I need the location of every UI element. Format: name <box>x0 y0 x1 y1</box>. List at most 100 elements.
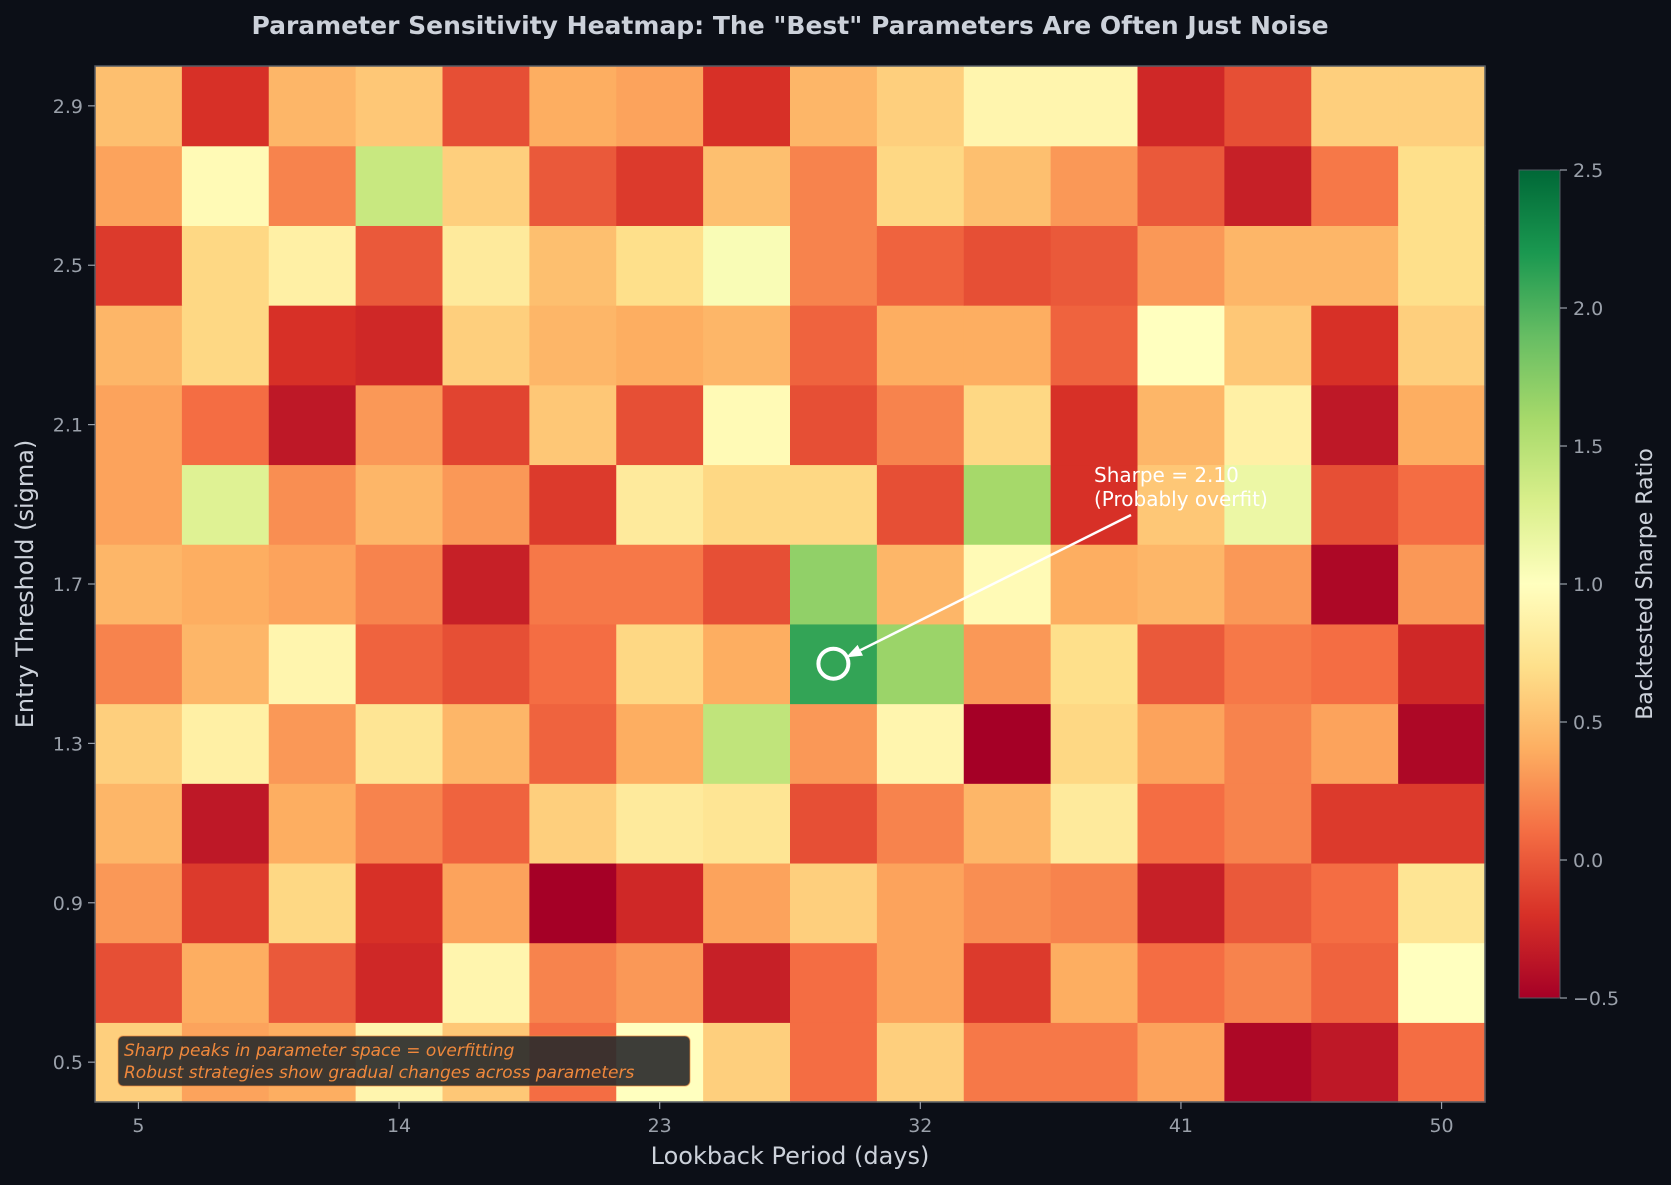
y-tick-label: 1.7 <box>53 574 83 596</box>
heatmap-cell <box>1050 225 1139 306</box>
heatmap-cell <box>790 464 878 545</box>
colorbar-tick-label: 0.0 <box>1573 850 1603 872</box>
y-axis-ticks: 0.5 0.9 1.3 1.7 2.1 2.5 2.9 <box>53 96 95 1074</box>
heatmap-cell <box>790 703 878 784</box>
heatmap-cell <box>876 464 965 545</box>
colorbar-ticks: −0.5 0.0 0.5 1.0 1.5 2.0 2.5 <box>1560 160 1619 1010</box>
heatmap-cell <box>790 225 878 306</box>
heatmap-cell <box>442 66 530 147</box>
colorbar-tick-label: −0.5 <box>1573 988 1619 1010</box>
heatmap-cell <box>181 783 270 864</box>
heatmap-cell <box>355 942 444 1023</box>
heatmap-cell <box>1137 1022 1225 1103</box>
heatmap-cell <box>876 862 965 944</box>
heatmap-cell <box>703 145 791 226</box>
heatmap-cell <box>963 384 1052 466</box>
highlight-circle <box>816 646 851 681</box>
y-tick-label: 0.5 <box>53 1052 83 1074</box>
heatmap-cell <box>442 145 530 226</box>
heatmap-cell <box>876 942 965 1023</box>
heatmap-cell <box>181 66 270 147</box>
heatmap-cell <box>181 942 270 1023</box>
heatmap-cell <box>790 942 878 1023</box>
heatmap-cell <box>616 942 704 1023</box>
heatmap-cell <box>790 66 878 147</box>
heatmap-cell <box>876 623 965 705</box>
heatmap-cell <box>1311 225 1399 306</box>
heatmap-cell <box>268 384 357 466</box>
heatmap-cell <box>95 862 183 944</box>
x-tick-label: 41 <box>1169 1115 1193 1137</box>
heatmap-cell <box>1398 145 1486 226</box>
heatmap-cell <box>442 464 530 545</box>
heatmap-cell <box>1224 145 1312 226</box>
heatmap-cell <box>529 464 617 545</box>
heatmap-cell <box>1137 703 1225 784</box>
heatmap-cell <box>529 145 617 226</box>
heatmap-cell <box>1224 384 1312 466</box>
heatmap-cell <box>1311 623 1399 705</box>
heatmap-cell <box>529 305 617 386</box>
y-axis-label: Entry Threshold (sigma) <box>11 440 39 729</box>
heatmap-cell <box>529 544 617 625</box>
y-tick-label: 1.3 <box>53 733 83 755</box>
heatmap-cell <box>529 703 617 784</box>
heatmap-cell <box>1311 305 1399 386</box>
heatmap-cell <box>355 305 444 386</box>
heatmap-cell <box>95 783 183 864</box>
heatmap-cell <box>703 703 791 784</box>
heatmap-cell <box>95 942 183 1023</box>
heatmap-cell <box>703 623 791 705</box>
heatmap-cell <box>1137 384 1225 466</box>
heatmap-cell <box>1311 464 1399 545</box>
heatmap-cell <box>181 623 270 705</box>
heatmap-cell <box>1311 384 1399 466</box>
heatmap-cell <box>181 305 270 386</box>
heatmap-cell <box>1224 783 1312 864</box>
heatmap-cell <box>1137 66 1225 147</box>
colorbar-label: Backtested Sharpe Ratio <box>1633 448 1658 720</box>
heatmap-cell <box>876 544 965 625</box>
heatmap-cell <box>876 384 965 466</box>
heatmap-cell <box>268 862 357 944</box>
heatmap-cell <box>1311 66 1399 147</box>
heatmap-cell <box>442 384 530 466</box>
heatmap-cell <box>963 305 1052 386</box>
heatmap-cell <box>1398 384 1486 466</box>
heatmap-cell <box>1137 305 1225 386</box>
x-tick-label: 23 <box>648 1115 672 1137</box>
heatmap-cell <box>1224 225 1312 306</box>
heatmap-cell <box>355 783 444 864</box>
heatmap-cell <box>790 862 878 944</box>
heatmap-cell <box>95 703 183 784</box>
heatmap-cell <box>181 225 270 306</box>
heatmap-cell <box>442 544 530 625</box>
note-box: Sharp peaks in parameter space = overfit… <box>117 1035 691 1087</box>
heatmap-cell <box>616 703 704 784</box>
heatmap-cell <box>1050 464 1139 545</box>
heatmap-cell <box>1398 783 1486 864</box>
heatmap-cell <box>963 623 1052 705</box>
heatmap-cell <box>703 783 791 864</box>
heatmap-cell <box>1398 862 1486 944</box>
heatmap-cell <box>1137 862 1225 944</box>
heatmap-cell <box>1398 942 1486 1023</box>
heatmap-cell <box>1224 464 1312 545</box>
heatmap-cell <box>95 225 183 306</box>
heatmap-cell <box>442 623 530 705</box>
colorbar-tick-label: 0.5 <box>1573 712 1603 734</box>
heatmap-cell <box>355 703 444 784</box>
heatmap-cell <box>1050 1022 1139 1103</box>
heatmap-cell <box>181 464 270 545</box>
heatmap-cell <box>442 783 530 864</box>
heatmap-cell <box>1398 225 1486 306</box>
x-axis-label: Lookback Period (days) <box>651 1142 930 1170</box>
heatmap-cell <box>1137 145 1225 226</box>
note-line-1: Sharp peaks in parameter space = overfit… <box>124 1041 515 1061</box>
heatmap-cell <box>616 464 704 545</box>
heatmap-cell <box>616 225 704 306</box>
heatmap-cell <box>355 862 444 944</box>
heatmap-cell <box>1050 145 1139 226</box>
heatmap-cell <box>876 225 965 306</box>
